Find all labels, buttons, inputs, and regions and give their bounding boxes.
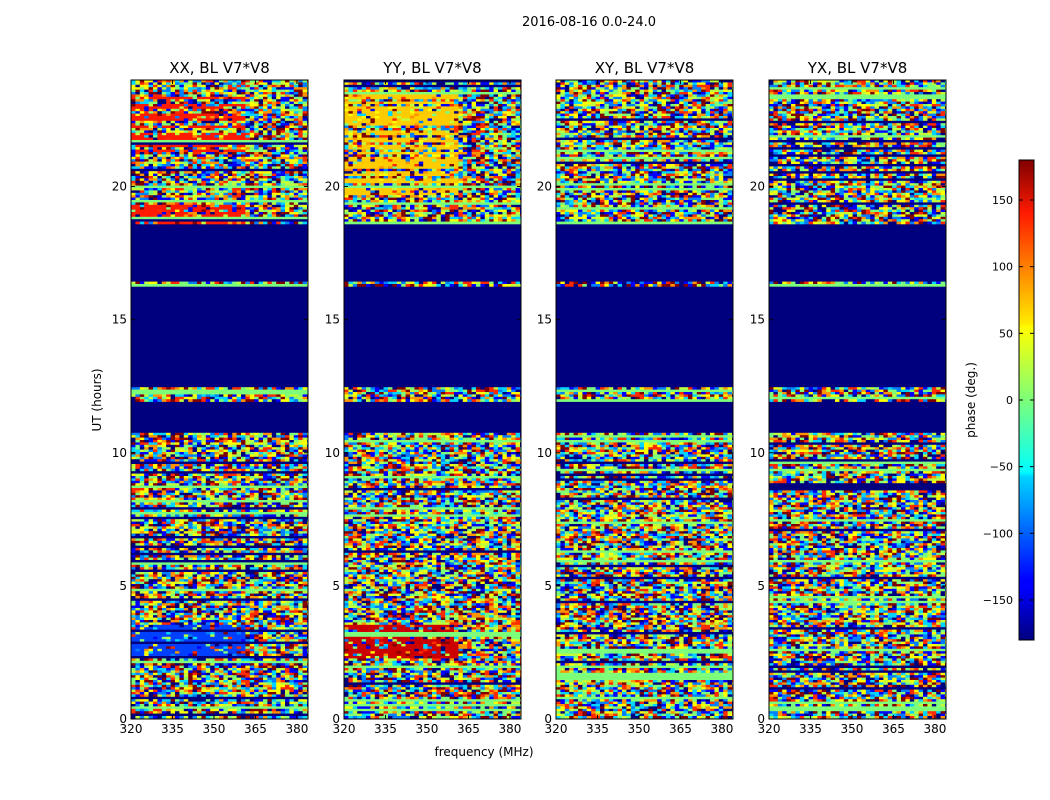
panel-yx: YX, BL V7*V8 320 335 350 365 380 0 5 10 15 20 [750,59,947,736]
panel-title: YY, BL V7*V8 [382,59,481,77]
x-tick-label: 335 [161,722,184,736]
y-tick-label: 20 [750,180,765,194]
x-tick-label: 320 [120,722,143,736]
y-tick-label: 15 [537,313,552,327]
panel-yy: YY, BL V7*V8 320 335 350 365 380 0 5 10 15 20 [325,59,522,736]
y-tick-label: 10 [112,446,127,460]
y-tick-label: 0 [757,712,765,726]
y-tick-label: 15 [112,313,127,327]
figure-title: 2016-08-16 0.0-24.0 [522,15,656,30]
x-tick-label: 365 [882,722,905,736]
colorbar-tick-label: 50 [999,327,1013,340]
colorbar-tick-label: −50 [990,461,1013,474]
y-tick-label: 0 [544,712,552,726]
y-tick-label: 0 [119,712,127,726]
colorbar-tick-label: 100 [992,261,1013,274]
x-tick-label: 335 [799,722,822,736]
panel-frame [130,79,309,720]
x-tick-label: 320 [545,722,568,736]
y-tick-label: 20 [325,180,340,194]
panel-xx: XX, BL V7*V8 320 335 350 365 380 0 5 10 15 20 [112,59,309,736]
y-axis-label: UT (hours) [90,368,104,431]
x-tick-label: 320 [758,722,781,736]
colorbar: −150 −100 −50 0 50 100 150 [983,159,1035,641]
panel-title: XX, BL V7*V8 [169,59,270,77]
y-tick-label: 5 [119,579,127,593]
x-tick-label: 365 [457,722,480,736]
y-tick-label: 0 [332,712,340,726]
x-tick-label: 335 [374,722,397,736]
phase-heatmap [769,80,946,719]
colorbar-tick-label: −100 [983,527,1013,540]
x-tick-label: 380 [710,722,733,736]
colorbar-label: phase (deg.) [964,362,978,438]
panel-frame [768,79,947,720]
y-tick-label: 20 [112,180,127,194]
colorbar-tick-label: 150 [992,194,1013,207]
x-axis-label: frequency (MHz) [434,745,533,759]
phase-heatmap [344,80,521,719]
y-tick-label: 10 [325,446,340,460]
panel-title: XY, BL V7*V8 [595,59,695,77]
panel-title: YX, BL V7*V8 [807,59,908,77]
panel-frame [343,79,522,720]
x-tick-label: 380 [923,722,946,736]
y-tick-label: 15 [325,313,340,327]
x-tick-label: 350 [628,722,651,736]
x-tick-label: 350 [203,722,226,736]
y-tick-label: 15 [750,313,765,327]
colorbar-tick-label: 0 [1006,394,1013,407]
phase-heatmap [131,80,308,719]
x-tick-label: 365 [244,722,267,736]
phase-heatmap [556,80,733,719]
y-tick-label: 20 [537,180,552,194]
y-tick-label: 5 [332,579,340,593]
panel-xy: XY, BL V7*V8 320 335 350 365 380 0 5 10 15 20 [537,59,734,736]
x-tick-label: 380 [285,722,308,736]
x-tick-label: 350 [416,722,439,736]
y-tick-label: 10 [750,446,765,460]
panel-frame [555,79,734,720]
y-tick-label: 10 [537,446,552,460]
x-tick-label: 365 [669,722,692,736]
y-tick-label: 5 [544,579,552,593]
x-tick-label: 380 [498,722,521,736]
x-tick-label: 350 [841,722,864,736]
y-tick-label: 5 [757,579,765,593]
x-tick-label: 320 [333,722,356,736]
x-tick-label: 335 [586,722,609,736]
colorbar-tick-label: −150 [983,594,1013,607]
